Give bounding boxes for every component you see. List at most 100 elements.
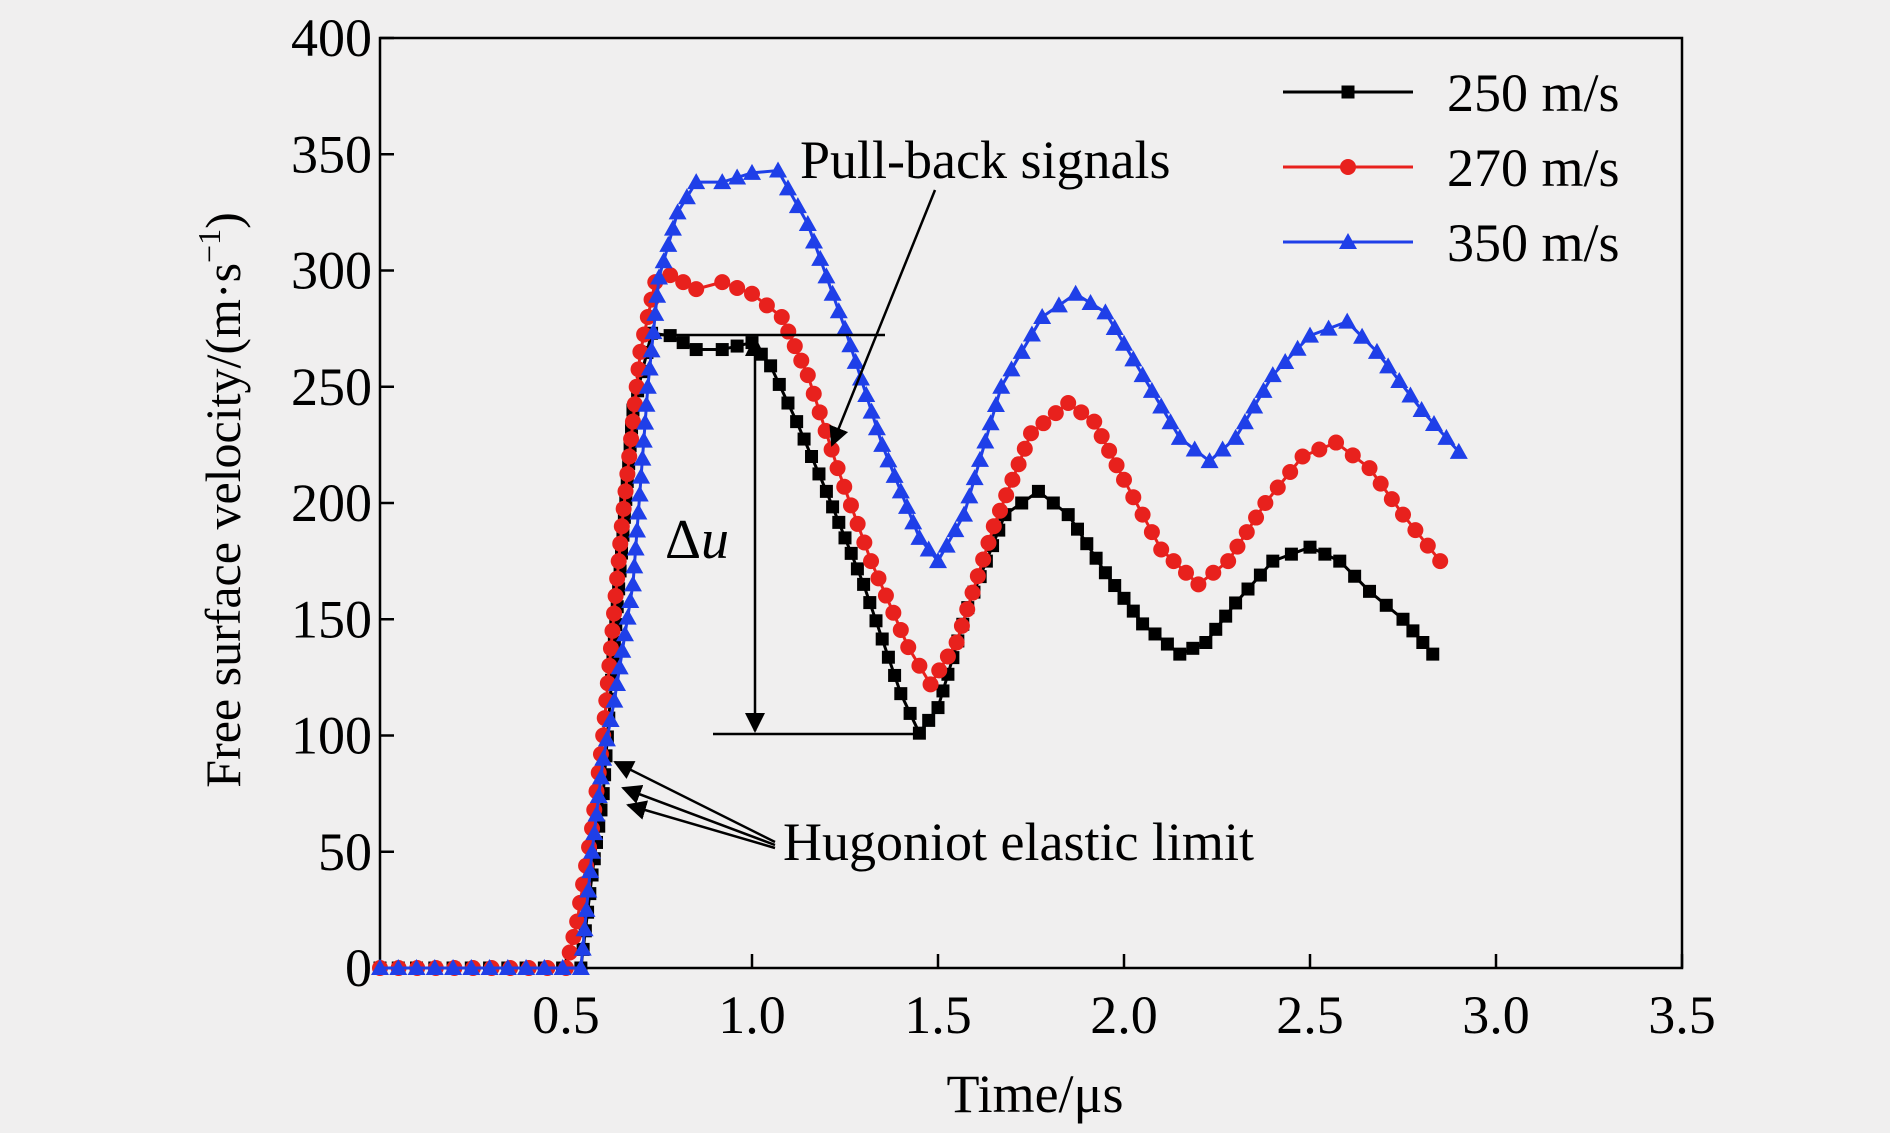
series-marker (1367, 342, 1386, 359)
series-marker (633, 449, 652, 466)
series-marker (863, 596, 877, 610)
series-marker (986, 396, 1005, 413)
series-marker (1344, 447, 1361, 464)
series-marker (1031, 484, 1045, 498)
series-marker (1125, 489, 1142, 506)
series-marker (569, 913, 586, 930)
series-marker (646, 304, 665, 321)
series-marker (1012, 342, 1031, 359)
series-marker (621, 448, 638, 465)
delta-u-label: Δu (665, 509, 729, 571)
series-marker (849, 515, 866, 532)
legend-label: 350 m/s (1447, 213, 1620, 273)
series-marker (583, 842, 602, 859)
series-marker (1105, 319, 1124, 336)
series-marker (857, 386, 876, 403)
series-marker (662, 267, 679, 284)
series-marker (764, 359, 778, 373)
series-marker (953, 617, 970, 634)
hel-annotation: Hugoniot elastic limit (613, 760, 1254, 872)
series-marker (911, 657, 928, 674)
series-marker (976, 432, 995, 449)
series-marker (823, 284, 842, 301)
series-marker (1004, 471, 1021, 488)
series-marker (677, 188, 696, 205)
series-marker (1153, 541, 1170, 558)
series-marker (650, 268, 668, 285)
hel-arrow-1 (613, 760, 776, 844)
series-marker (894, 687, 908, 701)
series-marker (862, 402, 881, 419)
series-marker (778, 179, 797, 196)
series-marker (589, 786, 608, 803)
series-marker (648, 286, 667, 303)
series-marker (786, 338, 803, 355)
series-marker (573, 939, 592, 956)
y-axis: 0 50 100 150 200 250 300 350 400 (291, 8, 394, 998)
series-marker (812, 467, 826, 481)
series-marker (790, 415, 804, 429)
series-marker (857, 577, 871, 591)
series-marker (919, 540, 938, 557)
series-marker (601, 711, 620, 727)
series-marker (1363, 584, 1377, 598)
series-marker (1333, 554, 1347, 568)
x-tick-label: 3.0 (1462, 985, 1530, 1045)
series-marker (1117, 591, 1131, 605)
series-marker (1022, 325, 1041, 342)
series-marker (881, 650, 895, 664)
series-marker (1245, 397, 1264, 414)
y-tick-label: 300 (291, 241, 372, 301)
series-marker (612, 535, 629, 552)
series-marker (829, 302, 848, 319)
series-marker (877, 587, 894, 604)
series-marker (829, 460, 846, 477)
series-marker (629, 503, 648, 520)
series-marker (836, 319, 854, 336)
series-marker (744, 285, 760, 302)
series-marker (1209, 622, 1223, 636)
y-tick-label: 250 (291, 357, 372, 417)
series-marker (480, 959, 499, 975)
series-marker (841, 336, 860, 353)
series-marker (1235, 413, 1254, 430)
legend-item: 350 m/s (1283, 213, 1620, 273)
series-marker (826, 500, 840, 514)
series-marker (885, 604, 902, 621)
series-marker (1437, 428, 1456, 445)
series-marker (561, 944, 578, 961)
data-point (1432, 553, 1449, 570)
series-marker (1263, 366, 1282, 383)
series-marker (1015, 496, 1029, 510)
series-marker (955, 505, 974, 522)
series-marker (624, 413, 641, 430)
pullback-annotation: Pull-back signals (800, 130, 1170, 447)
series-marker (811, 404, 828, 421)
series-marker (758, 297, 775, 314)
series-marker (981, 414, 1000, 431)
series-marker (980, 534, 997, 551)
series-marker (811, 249, 830, 266)
series-marker (1190, 576, 1207, 593)
series-marker (1108, 457, 1125, 474)
series-marker (780, 323, 797, 340)
series-marker (929, 552, 947, 569)
series-marker (948, 634, 965, 651)
y-tick-label: 150 (291, 589, 372, 649)
series-marker (1089, 551, 1103, 565)
series-marker (1303, 540, 1317, 554)
series-marker (1178, 564, 1194, 581)
series-marker (959, 601, 976, 618)
series-marker (1406, 624, 1420, 638)
series-marker (904, 513, 923, 530)
series-marker (626, 539, 645, 556)
series-marker (992, 502, 1008, 519)
series-marker (637, 395, 656, 412)
series-marker (772, 377, 786, 391)
series-marker (1200, 452, 1219, 469)
series-marker (1383, 491, 1400, 508)
series-marker (1301, 326, 1319, 343)
series-marker (714, 274, 731, 291)
series-marker (579, 881, 598, 898)
